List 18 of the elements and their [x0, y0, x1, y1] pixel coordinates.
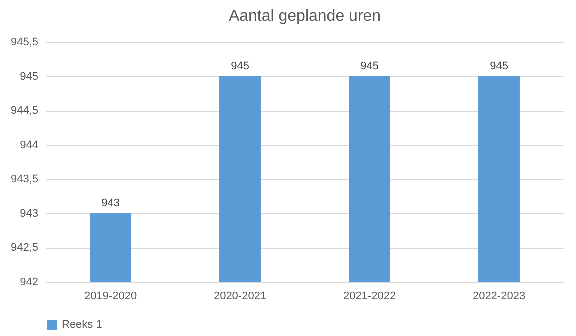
y-tick-label: 943: [20, 208, 38, 220]
data-label: 945: [231, 60, 250, 72]
data-label: 943: [102, 197, 120, 210]
data-label: 945: [360, 60, 379, 72]
y-tick-label: 944: [20, 139, 38, 152]
y-tick-label: 944,5: [10, 105, 38, 118]
y-tick-label: 942: [20, 276, 38, 288]
x-tick-label: 2019-2020: [84, 290, 138, 302]
x-tick-label: 2020-2021: [214, 290, 267, 302]
y-tick-label: 945,5: [10, 36, 38, 48]
y-tick-label: 943,5: [10, 174, 38, 186]
x-tick-label: 2022-2023: [472, 290, 526, 302]
data-label: 945: [490, 60, 508, 72]
x-tick-label: 2021-2022: [343, 290, 396, 302]
legend-label: Reeks 1: [62, 319, 102, 331]
y-tick-label: 942,5: [10, 242, 38, 254]
y-tick-label: 945: [20, 70, 38, 83]
chart-title: Aantal geplande uren: [228, 8, 382, 25]
